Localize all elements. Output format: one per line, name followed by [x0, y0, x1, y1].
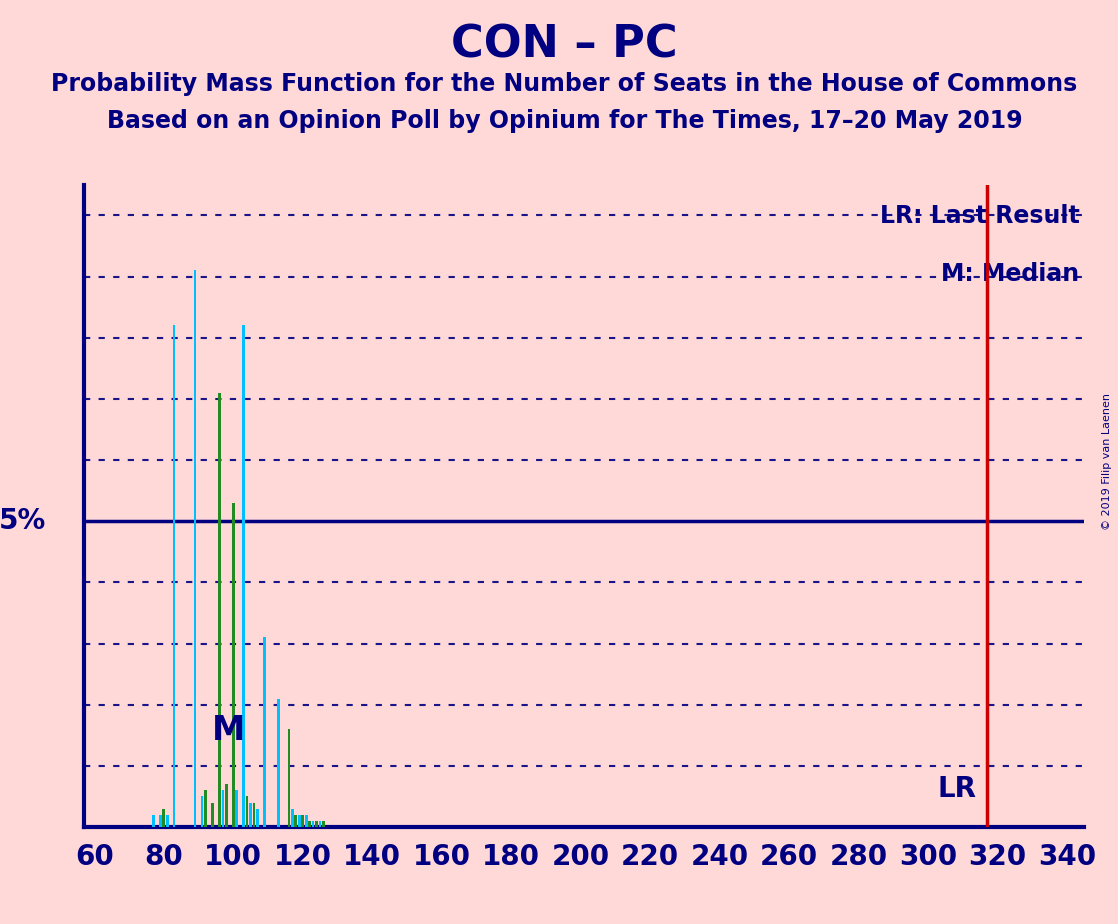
Bar	[205, 790, 207, 827]
Text: Based on an Opinion Poll by Opinium for The Times, 17–20 May 2019: Based on an Opinion Poll by Opinium for …	[107, 109, 1022, 133]
Bar	[231, 503, 235, 827]
Bar	[305, 815, 307, 827]
Bar	[253, 803, 255, 827]
Bar	[236, 790, 238, 827]
Bar	[309, 821, 311, 827]
Text: CON – PC: CON – PC	[452, 23, 678, 67]
Bar	[200, 796, 203, 827]
Bar	[287, 729, 291, 827]
Bar	[312, 821, 314, 827]
Bar	[173, 325, 176, 827]
Bar	[277, 699, 280, 827]
Bar	[302, 815, 304, 827]
Bar	[159, 815, 162, 827]
Bar	[299, 815, 301, 827]
Bar	[221, 790, 224, 827]
Bar	[322, 821, 325, 827]
Bar	[294, 815, 297, 827]
Bar	[225, 784, 228, 827]
Bar	[165, 815, 169, 827]
Bar	[291, 808, 294, 827]
Text: LR: LR	[938, 774, 977, 803]
Bar	[218, 393, 220, 827]
Text: Probability Mass Function for the Number of Seats in the House of Commons: Probability Mass Function for the Number…	[51, 72, 1078, 96]
Bar	[249, 803, 252, 827]
Text: M: Median: M: Median	[941, 261, 1080, 286]
Text: 5%: 5%	[0, 507, 46, 535]
Text: M: M	[211, 714, 245, 748]
Bar	[162, 808, 165, 827]
Text: © 2019 Filip van Laenen: © 2019 Filip van Laenen	[1102, 394, 1112, 530]
Bar	[256, 808, 259, 827]
Bar	[263, 638, 266, 827]
Bar	[152, 815, 154, 827]
Bar	[211, 803, 214, 827]
Bar	[319, 821, 321, 827]
Bar	[193, 271, 197, 827]
Bar	[246, 796, 248, 827]
Bar	[243, 325, 245, 827]
Text: LR: Last Result: LR: Last Result	[880, 204, 1080, 228]
Bar	[315, 821, 318, 827]
